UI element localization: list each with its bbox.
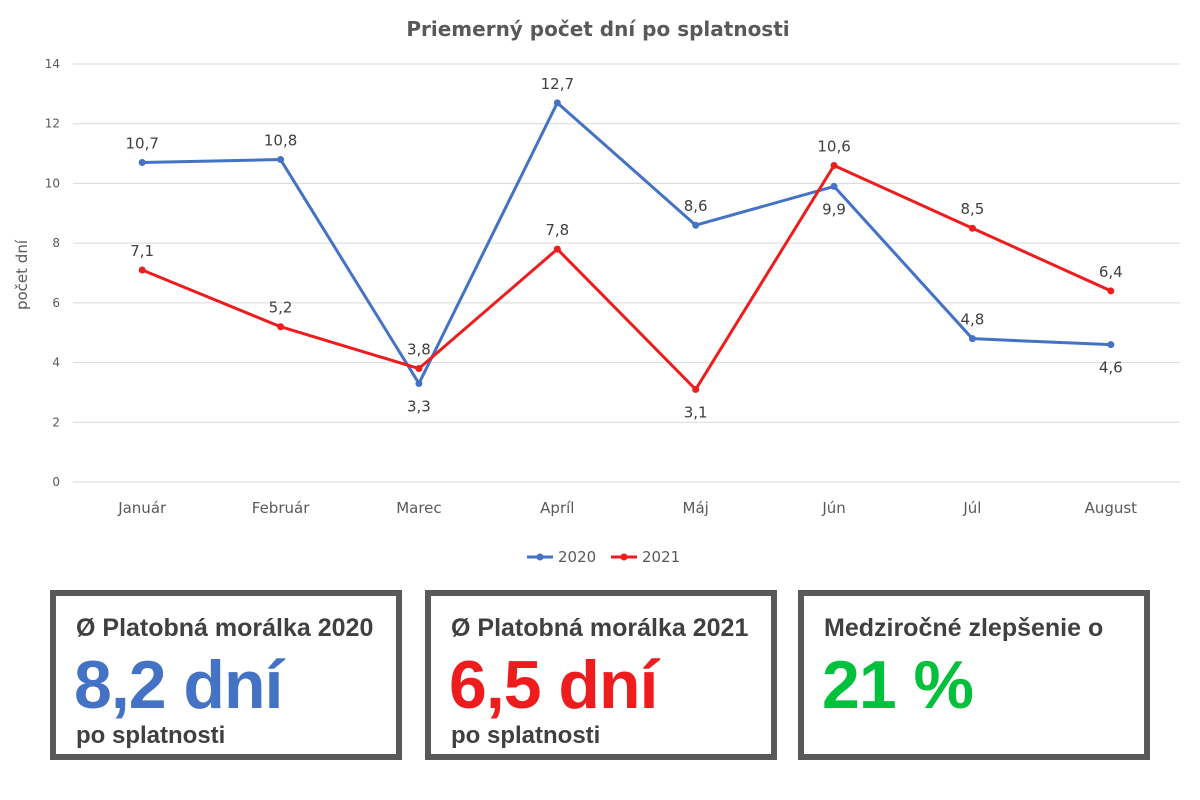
- card-title: Ø Platobná morálka 2021: [451, 614, 749, 642]
- data-label: 5,2: [269, 299, 293, 317]
- data-label: 3,8: [407, 341, 431, 359]
- x-tick-label: Máj: [683, 499, 709, 517]
- data-label: 7,8: [545, 221, 569, 239]
- data-label: 8,5: [961, 200, 985, 218]
- data-label: 7,1: [130, 242, 154, 260]
- card-subtitle: po splatnosti: [451, 722, 601, 749]
- data-point-2020: [138, 159, 146, 167]
- data-point-2021: [277, 323, 285, 331]
- data-point-2020: [277, 156, 285, 164]
- card-average-2020: Ø Platobná morálka 2020 8,2 dní po splat…: [50, 590, 402, 760]
- x-tick-label: Jún: [821, 499, 845, 517]
- data-label: 8,6: [684, 197, 708, 215]
- data-point-2020: [553, 99, 561, 107]
- data-point-2021: [415, 365, 423, 373]
- x-tick-label: Júl: [962, 499, 981, 517]
- card-title: Medziročné zlepšenie o: [824, 614, 1104, 642]
- series-lines: [141, 101, 1112, 391]
- legend: 2020 2021: [527, 548, 680, 566]
- data-point-2021: [138, 266, 146, 274]
- chart-title: Priemerný počet dní po splatnosti: [406, 17, 789, 41]
- data-label: 12,7: [541, 75, 574, 93]
- data-point-2021: [553, 245, 561, 253]
- data-point-2020: [1107, 341, 1115, 349]
- data-point-2020: [692, 221, 700, 229]
- y-axis-ticks: 0 2 4 6 8 10 12 14: [45, 57, 60, 489]
- data-point-2020: [968, 335, 976, 343]
- y-tick-label: 6: [52, 296, 60, 310]
- legend-marker: [536, 553, 544, 561]
- y-tick-label: 14: [45, 57, 60, 71]
- data-label: 9,9: [822, 200, 846, 218]
- data-label: 4,8: [961, 311, 985, 329]
- y-axis-label: počet dní: [13, 239, 31, 310]
- y-tick-label: 10: [45, 176, 60, 190]
- card-average-2021: Ø Platobná morálka 2021 6,5 dní po splat…: [425, 590, 777, 760]
- data-label: 10,8: [264, 132, 297, 150]
- data-label: 3,1: [684, 403, 708, 421]
- data-point-2021: [830, 162, 838, 170]
- data-label: 3,3: [407, 397, 431, 415]
- line-chart: Priemerný počet dní po splatnosti 0 2 4 6 8 1…: [13, 17, 1180, 566]
- x-tick-label: Február: [252, 499, 310, 517]
- data-point-2021: [1107, 287, 1115, 295]
- y-tick-label: 2: [52, 415, 60, 429]
- legend-marker: [620, 553, 628, 561]
- data-point-2021: [692, 385, 700, 393]
- y-tick-label: 8: [52, 236, 60, 250]
- y-tick-label: 12: [45, 117, 60, 131]
- legend-entry: 2020: [558, 548, 596, 566]
- y-tick-label: 4: [52, 356, 60, 370]
- series-line-2021: [141, 164, 1112, 391]
- data-label: 10,6: [817, 138, 850, 156]
- data-point-2020: [415, 379, 423, 387]
- series-line-2020: [142, 101, 1111, 385]
- card-subtitle: po splatnosti: [76, 722, 226, 749]
- y-tick-label: 0: [52, 475, 60, 489]
- card-title: Ø Platobná morálka 2020: [76, 614, 374, 642]
- x-axis-ticks: Január Február Marec Apríl Máj Jún Júl August: [117, 499, 1137, 517]
- card-value: 6,5 dní: [449, 647, 658, 723]
- data-point-2020: [830, 182, 838, 190]
- x-tick-label: August: [1085, 499, 1138, 517]
- card-value: 21 %: [822, 647, 974, 723]
- x-tick-label: Január: [117, 499, 167, 517]
- x-tick-label: Apríl: [540, 499, 574, 517]
- data-label: 6,4: [1099, 263, 1123, 281]
- data-point-2021: [968, 224, 976, 232]
- card-yoy-improvement: Medziročné zlepšenie o 21 %: [798, 590, 1150, 760]
- card-value: 8,2 dní: [74, 647, 283, 723]
- data-label: 10,7: [125, 135, 158, 153]
- x-tick-label: Marec: [396, 499, 441, 517]
- gridlines: [73, 63, 1180, 483]
- data-label: 4,6: [1099, 359, 1123, 377]
- series-points: [138, 99, 1115, 393]
- data-labels: 10,7 10,8 3,3 12,7 8,6 9,9 4,8 4,6 7,1 5,2 3,8 7,8 3…: [125, 75, 1122, 422]
- legend-entry: 2021: [642, 548, 680, 566]
